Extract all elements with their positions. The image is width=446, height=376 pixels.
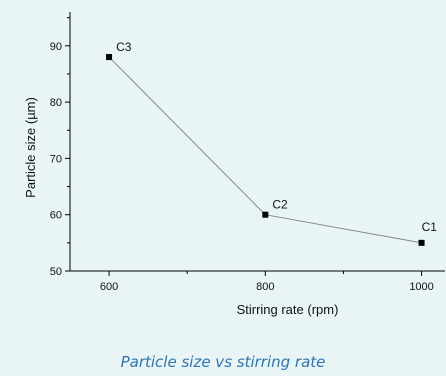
y-tick-label: 80 <box>50 97 62 109</box>
data-point-label: C3 <box>116 40 132 54</box>
x-tick-label: 800 <box>256 281 274 293</box>
chart-ticks: 50 60 70 80 90 600 800 1000 <box>50 17 434 293</box>
data-point <box>262 211 269 218</box>
x-tick-label: 1000 <box>409 281 433 293</box>
y-tick-label: 70 <box>50 153 62 165</box>
y-tick-label: 60 <box>50 210 62 222</box>
x-tick-label: 600 <box>100 281 118 293</box>
chart-series: C3 C2 C1 <box>106 40 437 246</box>
figure-caption: Particle size vs stirring rate <box>120 353 326 371</box>
y-tick-label: 50 <box>50 266 62 278</box>
chart: 50 60 70 80 90 600 800 1000 C3 C2 C1 Stirring rat… <box>23 12 445 317</box>
y-axis-label: Particle size (µm) <box>23 97 38 198</box>
data-point <box>418 239 425 246</box>
y-tick-label: 90 <box>50 41 62 53</box>
data-point <box>106 54 113 61</box>
x-axis-label: Stirring rate (rpm) <box>237 302 339 317</box>
chart-axes <box>69 12 445 272</box>
data-point-label: C2 <box>272 198 288 212</box>
data-point-label: C1 <box>422 220 438 234</box>
